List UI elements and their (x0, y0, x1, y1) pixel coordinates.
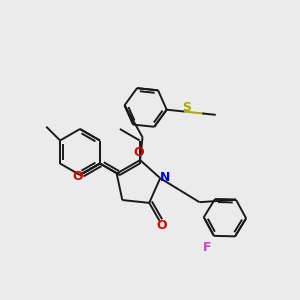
Text: N: N (160, 171, 170, 184)
Text: O: O (134, 146, 144, 160)
Text: O: O (157, 219, 167, 232)
Text: O: O (72, 170, 83, 183)
Text: S: S (182, 101, 191, 114)
Text: F: F (202, 241, 211, 254)
